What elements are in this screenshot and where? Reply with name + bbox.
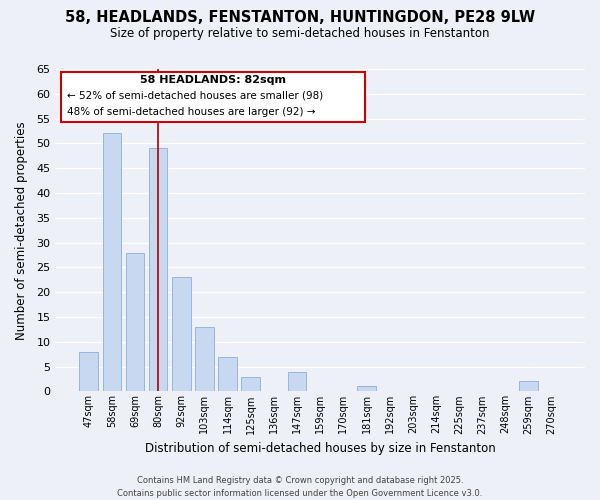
FancyBboxPatch shape [61, 72, 365, 122]
Text: 58, HEADLANDS, FENSTANTON, HUNTINGDON, PE28 9LW: 58, HEADLANDS, FENSTANTON, HUNTINGDON, P… [65, 10, 535, 25]
Text: Contains HM Land Registry data © Crown copyright and database right 2025.
Contai: Contains HM Land Registry data © Crown c… [118, 476, 482, 498]
Text: ← 52% of semi-detached houses are smaller (98): ← 52% of semi-detached houses are smalle… [67, 91, 323, 101]
Text: Size of property relative to semi-detached houses in Fenstanton: Size of property relative to semi-detach… [110, 28, 490, 40]
Bar [79, 352, 98, 392]
Bar [519, 382, 538, 392]
Bar [218, 356, 237, 392]
Bar [357, 386, 376, 392]
Bar [172, 278, 191, 392]
Text: 48% of semi-detached houses are larger (92) →: 48% of semi-detached houses are larger (… [67, 107, 316, 117]
Bar [195, 327, 214, 392]
Bar [149, 148, 167, 392]
Text: 58 HEADLANDS: 82sqm: 58 HEADLANDS: 82sqm [140, 76, 286, 86]
Bar [241, 376, 260, 392]
Bar [103, 134, 121, 392]
Bar [125, 252, 144, 392]
Y-axis label: Number of semi-detached properties: Number of semi-detached properties [15, 121, 28, 340]
Bar [288, 372, 306, 392]
X-axis label: Distribution of semi-detached houses by size in Fenstanton: Distribution of semi-detached houses by … [145, 442, 496, 455]
